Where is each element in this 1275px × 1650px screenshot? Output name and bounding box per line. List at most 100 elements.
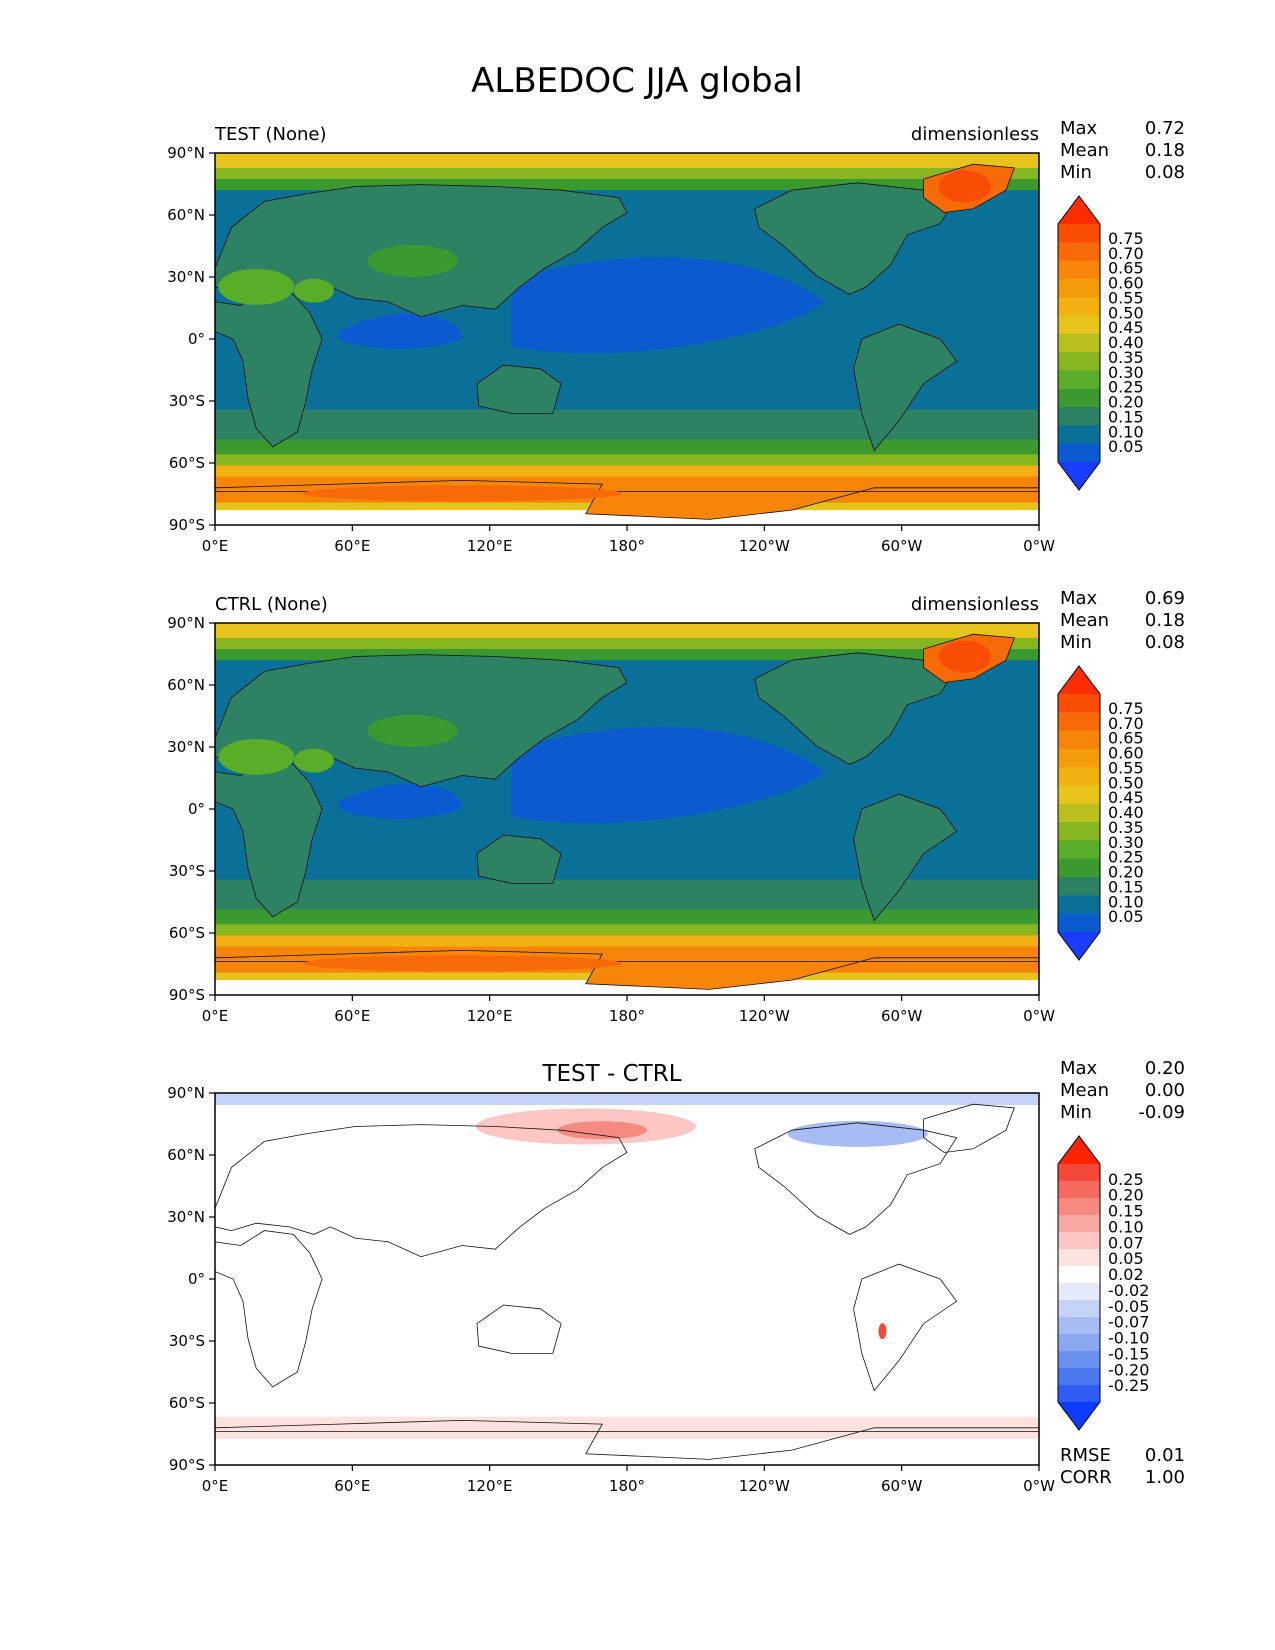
panel-ctrl: 0°E 60°E 120°E 180° 120°W 60°W 0°W 90°N 60°N 30°N… [167,588,1185,1025]
colorbar-tick-label: 0.30 [1108,363,1144,382]
y-tick-label: 90°S [169,1456,205,1474]
y-tick-label: 30°N [167,738,205,756]
colorbar-segment [1058,803,1100,823]
figure-title: ALBEDOC JJA global [471,61,803,101]
colorbar-segment [1058,1198,1100,1216]
y-tick-label: 30°N [167,268,205,286]
stat-value-min: -0.09 [1138,1102,1185,1123]
land-africa [214,290,323,448]
colorbar-segment [1058,333,1100,353]
colorbar-segment [1058,352,1100,372]
land-namerica [754,182,958,295]
southern-positive [215,1416,1039,1439]
stat-label-mean: Mean [1060,610,1109,631]
colorbar-tick-label: 0.50 [1108,773,1144,792]
x-tick-label: 60°W [881,1007,923,1025]
colorbar-segment [1058,370,1100,390]
x-tick-label: 60°W [881,1477,923,1495]
colorbar-segment [1058,407,1100,426]
colorbar-segment [1058,278,1100,298]
stat-label-min: Min [1060,632,1092,653]
tibet-patch [367,714,458,747]
field-band [215,924,1039,936]
stat-value-min: 0.08 [1145,162,1185,183]
andes-positive [878,1323,887,1340]
x-tick-label: 120°E [467,1007,513,1025]
colorbar-outline [1057,195,1101,491]
colorbar-tick-label: 0.20 [1108,393,1144,412]
colorbar-segment [1058,895,1100,915]
stat-label-mean: Mean [1060,1080,1109,1101]
colorbar-tick-label: 0.40 [1108,333,1144,352]
colorbar-segment [1058,1249,1100,1267]
x-tick-label: 180° [609,537,645,555]
colorbar-segment [1058,748,1100,768]
y-tick-label: 90°S [169,986,205,1004]
field-band [215,167,1039,180]
colorbar-segment [1058,1181,1100,1199]
colorbar-tick-label: 0.70 [1108,714,1144,733]
sahara-patch [218,738,295,775]
stat-label-min: Min [1060,1102,1092,1123]
x-tick-label: 60°W [881,537,923,555]
y-tick-label: 90°N [167,614,205,632]
stat-label-max: Max [1060,118,1098,139]
tibet-patch [367,244,458,277]
colorbar-segment [1058,913,1100,933]
land-australia [476,834,562,884]
y-tick-label: 30°N [167,1208,205,1226]
x-tick-label: 0°W [1023,1007,1055,1025]
map-diff [214,1093,1040,1465]
arctic-negative [215,1093,1039,1105]
stat-label-corr: CORR [1060,1467,1112,1488]
colorbar-tick-label: 0.10 [1108,422,1144,441]
colorbar-segment [1058,1300,1100,1318]
colorbar-segment [1058,730,1100,750]
field-band [215,980,1039,996]
colorbar-tick-label: 0.15 [1108,407,1144,426]
colorbar-tick-label: 0.45 [1108,788,1144,807]
stat-label-max: Max [1060,588,1098,609]
land-australia [476,1304,562,1354]
y-tick-label: 60°N [167,676,205,694]
land-namerica [754,652,958,765]
colorbar-extend-max [1058,1136,1100,1164]
panel-units: dimensionless [911,124,1039,145]
colorbar-tick-label: 0.25 [1108,1170,1144,1189]
colorbar-outline [1057,665,1101,961]
x-tick-label: 120°W [739,1477,790,1495]
map-test [214,153,1040,526]
colorbar-segment [1058,1215,1100,1233]
x-tick-label: 180° [609,1007,645,1025]
low-albedo-ocean [511,727,825,824]
x-tick-label: 60°E [334,1477,370,1495]
colorbar-outline [1057,1135,1101,1431]
colorbar-extend-min [1058,1402,1100,1430]
x-tick-label: 60°E [334,537,370,555]
colorbar-segment [1058,877,1100,896]
field-band [215,649,1039,661]
stat-label-max: Max [1060,1058,1098,1079]
y-tick-label: 90°N [167,1084,205,1102]
colorbar-segment [1058,1283,1100,1301]
y-tick-label: 30°S [169,862,205,880]
x-tick-label: 0°E [202,1477,229,1495]
colorbar-segment [1058,224,1100,243]
field-band [215,179,1039,191]
colorbar-tick-label: 0.07 [1108,1233,1144,1252]
low-albedo-ocean [338,783,463,819]
stat-value-mean: 0.18 [1145,610,1185,631]
colorbar-tick-label: 0.05 [1108,437,1144,456]
colorbar-segment [1058,767,1100,787]
land-eurasia [214,1124,628,1258]
diff-background [215,1093,1039,1465]
field-band [215,623,1039,639]
colorbar-tick-label: -0.20 [1108,1360,1149,1379]
antarctic-core [302,955,623,972]
field-band [215,439,1039,455]
greenland-ice [938,640,991,673]
land-africa [214,760,323,918]
colorbar-tick-label: 0.15 [1108,877,1144,896]
y-tick-label: 30°S [169,1332,205,1350]
y-tick-label: 60°N [167,1146,205,1164]
